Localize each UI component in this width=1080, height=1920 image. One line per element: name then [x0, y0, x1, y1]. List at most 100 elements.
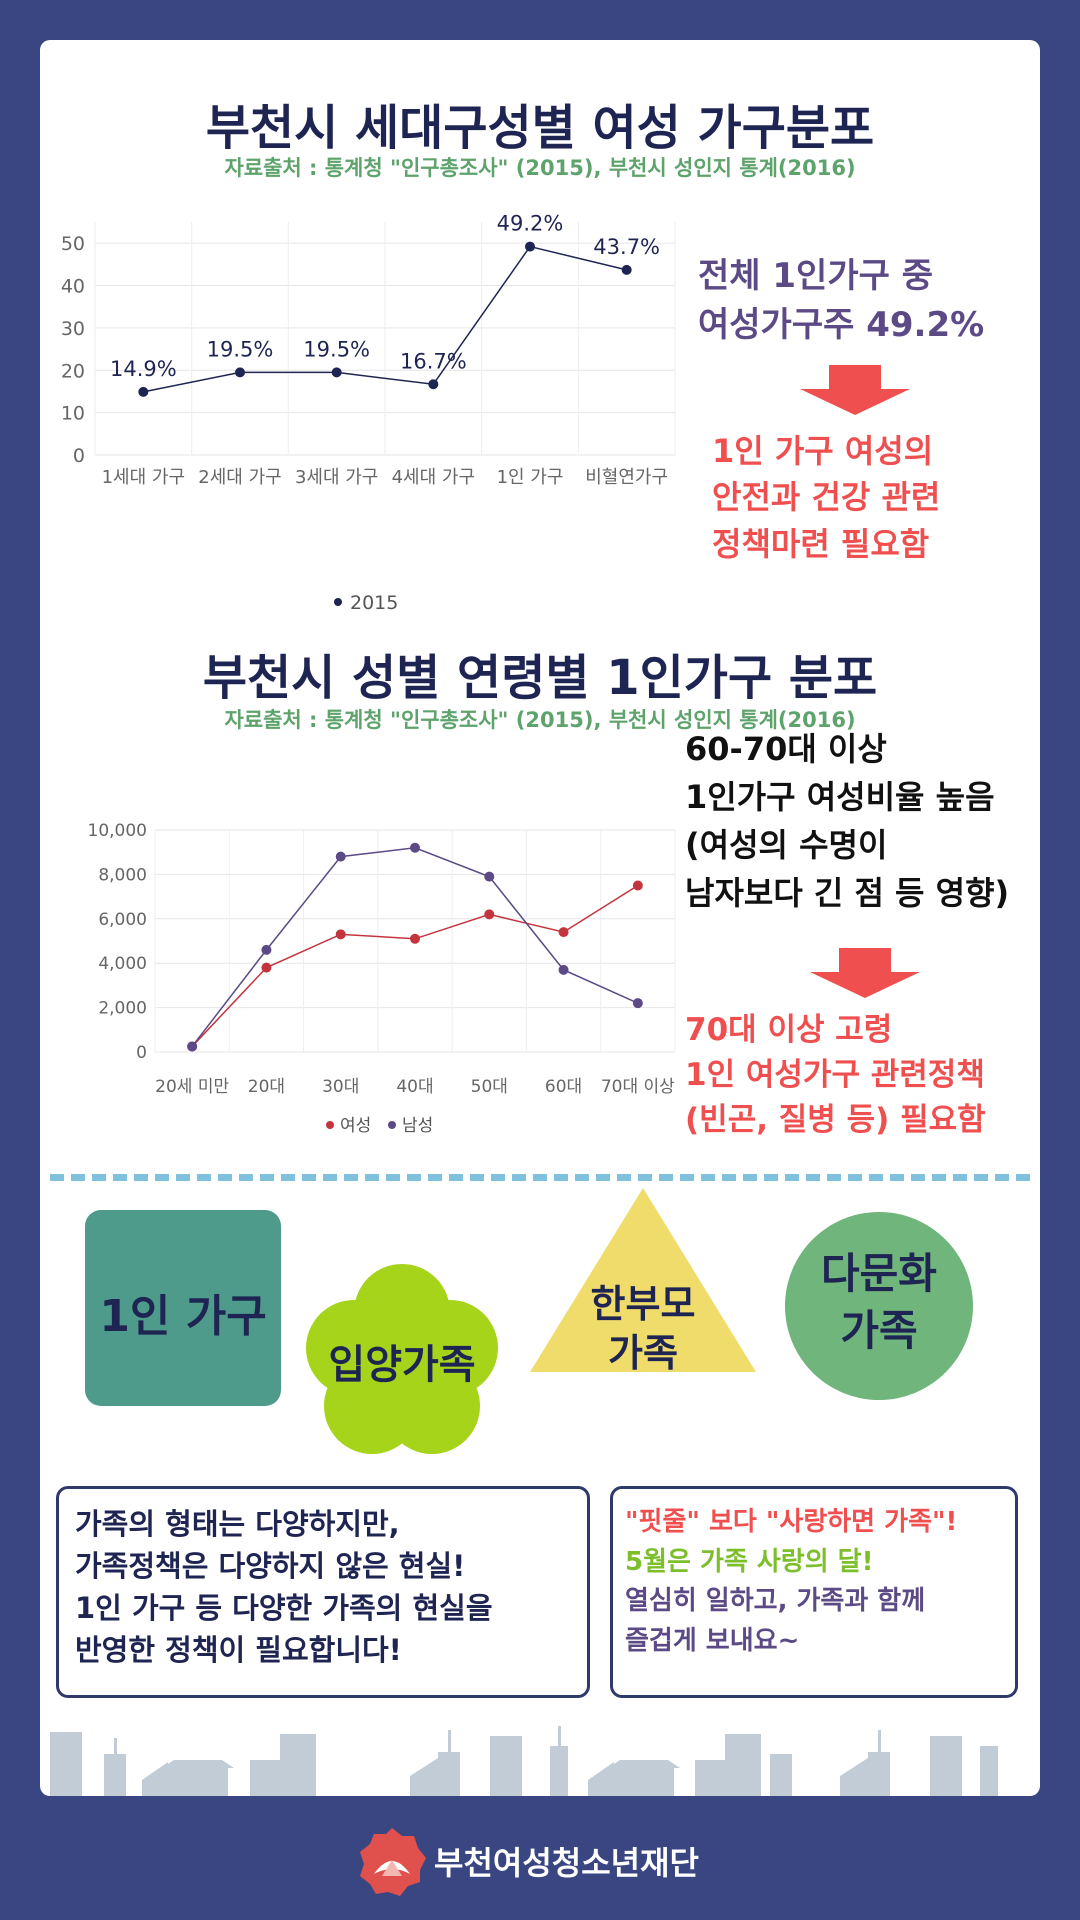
data-point [331, 367, 342, 378]
data-label: 43.7% [593, 235, 660, 259]
data-point [558, 964, 569, 975]
x-tick-label: 50대 [471, 1077, 508, 1097]
section2-note-line: 남자보다 긴 점 등 영향) [685, 874, 1010, 912]
y-tick-label: 6,000 [98, 910, 147, 930]
y-tick-label: 30 [61, 318, 85, 340]
data-point [484, 909, 495, 920]
policy-message-line: 가족의 형태는 다양하지만, [75, 1507, 400, 1541]
section1-conclusion-line: 정책마련 필요함 [712, 524, 930, 563]
single-parent-label-line: 가족 [608, 1331, 678, 1376]
data-point [428, 379, 439, 390]
single-household-label: 1인 가구 [99, 1291, 267, 1342]
x-tick-label: 2세대 가구 [198, 467, 281, 488]
data-label: 19.5% [207, 337, 274, 361]
legend-marker [388, 1121, 396, 1129]
x-tick-label: 30대 [322, 1077, 359, 1097]
legend-marker [326, 1121, 334, 1129]
data-point [525, 241, 535, 252]
series-line [191, 846, 639, 1047]
family-month-line: 열심히 일하고, 가족과 함께 [625, 1586, 926, 1617]
data-point [235, 367, 245, 378]
data-point [335, 929, 346, 940]
section1-source: 자료출처 : 통계청 "인구총조사" (2015), 부천시 성인지 통계(20… [224, 156, 856, 180]
legend-marker [334, 598, 342, 606]
section1-note: 전체 1인가구 중 여성가구주 49.2% [698, 252, 984, 351]
down-arrow-icon [800, 365, 910, 415]
family-month-line: 5월은 가족 사랑의 달! [625, 1546, 874, 1577]
section2-title: 부천시 성별 연령별 1인가구 분포 [202, 650, 878, 706]
data-point [621, 264, 632, 275]
x-tick-label: 60대 [545, 1077, 582, 1097]
section2-conclusion-line: (빈곤, 질병 등) 필요함 [685, 1101, 986, 1138]
footer: 부천여성청소년재단 [0, 1826, 1080, 1896]
x-tick-label: 1세대 가구 [102, 467, 185, 488]
x-tick-label: 40대 [396, 1077, 433, 1097]
single-household-square [85, 1210, 281, 1406]
section2-note-line: (여성의 수명이 [685, 826, 888, 864]
x-tick-label: 4세대 가구 [392, 467, 475, 488]
family-month-box: "핏줄" 보다 "사랑하면 가족"! 5월은 가족 사랑의 달! 열심히 일하고… [610, 1486, 1018, 1698]
section1-title: 부천시 세대구성별 여성 가구분포 [205, 100, 875, 156]
section2-conclusion-line: 70대 이상 고령 [685, 1012, 893, 1048]
section1-note-line: 전체 1인가구 중 [698, 256, 934, 296]
multicultural-label-line: 다문화 [821, 1249, 937, 1298]
section2-conclusion-line: 1인 여성가구 관련정책 [685, 1056, 985, 1093]
series-line [191, 884, 639, 1047]
city-skyline [50, 1726, 998, 1796]
data-point [632, 880, 643, 891]
section1-conclusion: 1인 가구 여성의 안전과 건강 관련 정책마련 필요함 [712, 428, 940, 567]
x-tick-label: 70대 이상 [601, 1077, 675, 1097]
data-label: 49.2% [497, 212, 564, 236]
adoptive-family-label: 입양가족 [328, 1342, 476, 1388]
policy-message-box: 가족의 형태는 다양하지만, 가족정책은 다양하지 않은 현실! 1인 가구 등… [56, 1486, 590, 1698]
section2-note-line: 60-70대 이상 [685, 730, 887, 768]
policy-message-line: 가족정책은 다양하지 않은 현실! [75, 1549, 466, 1584]
x-tick-label: 1인 가구 [497, 467, 564, 488]
foundation-name: 부천여성청소년재단 [434, 1844, 699, 1882]
flower-shape [306, 1264, 498, 1454]
y-tick-label: 4,000 [98, 954, 147, 974]
family-month-line: "핏줄" 보다 "사랑하면 가족"! [625, 1507, 958, 1537]
section2-note: 60-70대 이상 1인가구 여성비율 높음 (여성의 수명이 남자보다 긴 점… [685, 725, 1009, 917]
y-tick-label: 10 [61, 403, 85, 425]
section1-conclusion-line: 안전과 건강 관련 [712, 478, 941, 517]
section1-conclusion-line: 1인 가구 여성의 [712, 432, 934, 470]
single-parent-label: 한부모 가족 [530, 1280, 756, 1379]
x-tick-label: 20세 미만 [155, 1077, 229, 1097]
y-tick-label: 0 [136, 1043, 147, 1063]
policy-message-line: 반영한 정책이 필요합니다! [75, 1633, 402, 1668]
infographic-card: 부천시 세대구성별 여성 가구분포 자료출처 : 통계청 "인구총조사" (20… [40, 40, 1040, 1796]
y-tick-label: 8,000 [98, 865, 147, 885]
single-parent-label-line: 한부모 [590, 1282, 696, 1326]
x-tick-label: 3세대 가구 [295, 467, 378, 488]
dashed-divider [50, 1174, 1030, 1181]
household-line-chart: 0 10 20 30 40 50 1세대 가구 2세대 가구 3세대 가구 4세대 가구 1인 가구… [61, 212, 676, 614]
data-label: 14.9% [110, 357, 177, 381]
section1-note-line: 여성가구주 49.2% [698, 305, 985, 346]
section2-note-line: 1인가구 여성비율 높음 [685, 778, 995, 816]
down-arrow-icon [810, 948, 920, 998]
data-point [261, 944, 272, 955]
series-line-2015 [143, 245, 627, 393]
y-tick-label: 10,000 [88, 821, 147, 841]
data-point [335, 851, 346, 862]
data-point [484, 871, 495, 882]
y-tick-label: 50 [61, 233, 85, 255]
data-point [187, 1041, 198, 1052]
legend-label: 여성 [340, 1116, 371, 1136]
section2-conclusion: 70대 이상 고령 1인 여성가구 관련정책 (빈곤, 질병 등) 필요함 [685, 1008, 986, 1143]
data-label: 19.5% [303, 337, 370, 361]
family-month-line: 즐겁게 보내요~ [625, 1625, 800, 1656]
data-point [410, 842, 420, 853]
section2-source: 자료출처 : 통계청 "인구총조사" (2015), 부천시 성인지 통계(20… [224, 708, 856, 732]
policy-message-line: 1인 가구 등 다양한 가족의 현실을 [75, 1591, 493, 1626]
age-gender-line-chart: 0 2,000 4,000 6,000 8,000 10,000 20세 미만 20대 30대 4… [88, 821, 676, 1136]
y-tick-label: 0 [73, 445, 85, 467]
y-tick-label: 20 [61, 360, 85, 382]
data-point [558, 927, 569, 938]
legend-label: 2015 [350, 592, 398, 614]
triangle-shape [530, 1188, 756, 1372]
multicultural-label-line: 가족 [840, 1305, 918, 1355]
x-tick-label: 20대 [248, 1077, 285, 1097]
data-point [138, 386, 149, 397]
